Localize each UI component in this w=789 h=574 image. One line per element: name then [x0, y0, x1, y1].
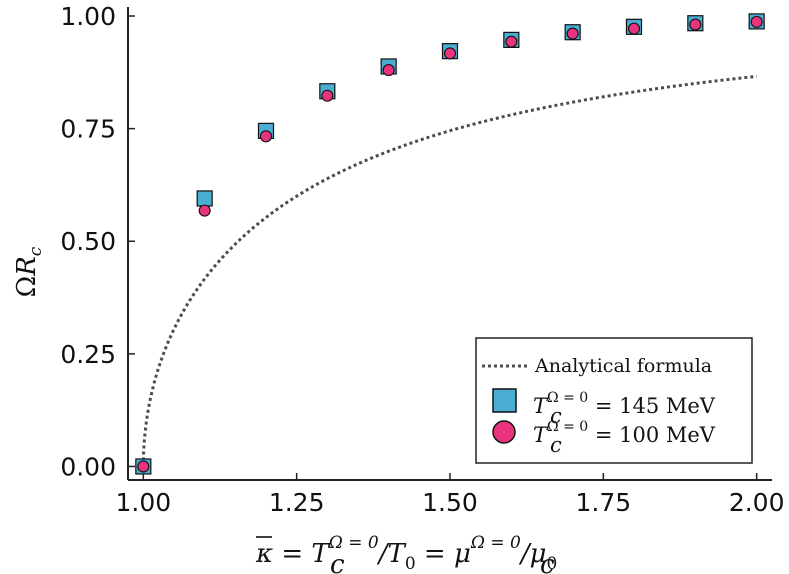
x-label-eq2: = — [416, 539, 454, 569]
x-label-t: T — [311, 539, 330, 569]
x-tick-label: 1.75 — [575, 488, 631, 517]
circle-marker — [321, 89, 334, 102]
svg-text:ΩRc: ΩRc — [12, 246, 46, 297]
legend-circle-sub: c — [550, 433, 562, 457]
legend-circle-label: TΩ = 0 = 100 MeV — [533, 419, 716, 447]
analytical-curve-layer — [141, 74, 757, 467]
y-axis-label: ΩRc — [12, 246, 46, 297]
x-label-mu: μ — [454, 539, 471, 569]
x-axis-label: κ = TΩ = 0/T0 = μΩ = 0/μ0 c c — [255, 533, 557, 574]
y-tick-label: 1.00 — [60, 2, 116, 31]
legend-square-value: = 145 MeV — [588, 394, 716, 418]
x-tick-label: 1.25 — [269, 488, 325, 517]
circle-marker — [137, 460, 150, 473]
legend-line-label: Analytical formula — [534, 355, 712, 377]
x-label-kappa: κ — [255, 539, 273, 569]
circle-marker — [627, 22, 641, 35]
circle-marker — [505, 35, 518, 48]
circle-marker — [750, 15, 763, 28]
x-label-slash-t: /T — [376, 539, 407, 569]
circle-marker — [198, 204, 211, 217]
y-label-sub-c: c — [26, 246, 46, 256]
legend-square-swatch — [492, 388, 517, 413]
square-marker — [196, 190, 213, 207]
x-tick-label: 1.00 — [115, 488, 171, 517]
x-label-sub-c2: c — [540, 550, 555, 574]
legend-square-sup: Ω = 0 — [547, 390, 588, 406]
circle-marker — [259, 130, 273, 143]
marker-layer — [135, 13, 765, 475]
legend-square-t: T — [533, 394, 549, 418]
y-tick-label: 0.25 — [60, 340, 116, 369]
x-label-sup2: Ω = 0 — [470, 533, 521, 553]
circle-marker — [382, 64, 395, 77]
legend-square-label: TΩ = 0 = 145 MeV — [533, 390, 716, 418]
y-label-omega: Ω — [12, 276, 42, 298]
x-label-sup: Ω = 0 — [328, 533, 379, 553]
legend-circle-value: = 100 MeV — [588, 423, 716, 447]
x-label-slash-mu: /μ — [518, 539, 547, 569]
circle-marker — [443, 47, 457, 60]
y-label-r: R — [12, 256, 42, 277]
legend-circle-sup: Ω = 0 — [547, 419, 588, 435]
x-tick-label: 2.00 — [729, 488, 785, 517]
x-tick-label: 1.50 — [422, 488, 478, 517]
legend-circle-t: T — [533, 423, 549, 447]
y-tick-label: 0.75 — [60, 115, 116, 144]
legend-square-sub: c — [550, 404, 562, 428]
x-label-sub-c: c — [330, 550, 345, 574]
circle-marker — [689, 18, 702, 31]
x-label-sub-zero: 0 — [405, 554, 416, 574]
svg-text:κ = TΩ = 0/T0 = μΩ = 0/μ0: κ = TΩ = 0/T0 = μΩ = 0/μ0 — [255, 533, 557, 574]
ticks: 1.00 1.25 1.50 1.75 2.00 0.00 0.25 0.50 0.75 1.00 — [60, 2, 784, 517]
analytical-curve — [141, 74, 757, 467]
x-label-sub-zero2: 0 — [547, 554, 558, 574]
y-tick-label: 0.00 — [60, 452, 116, 481]
legend: Analytical formula TΩ = 0 = 145 MeV c TΩ… — [475, 337, 753, 464]
legend-box — [475, 337, 753, 464]
legend-circle-swatch — [492, 420, 516, 444]
y-tick-label: 0.50 — [60, 227, 116, 256]
x-label-eq1: = — [273, 539, 311, 569]
circle-marker — [566, 27, 579, 40]
